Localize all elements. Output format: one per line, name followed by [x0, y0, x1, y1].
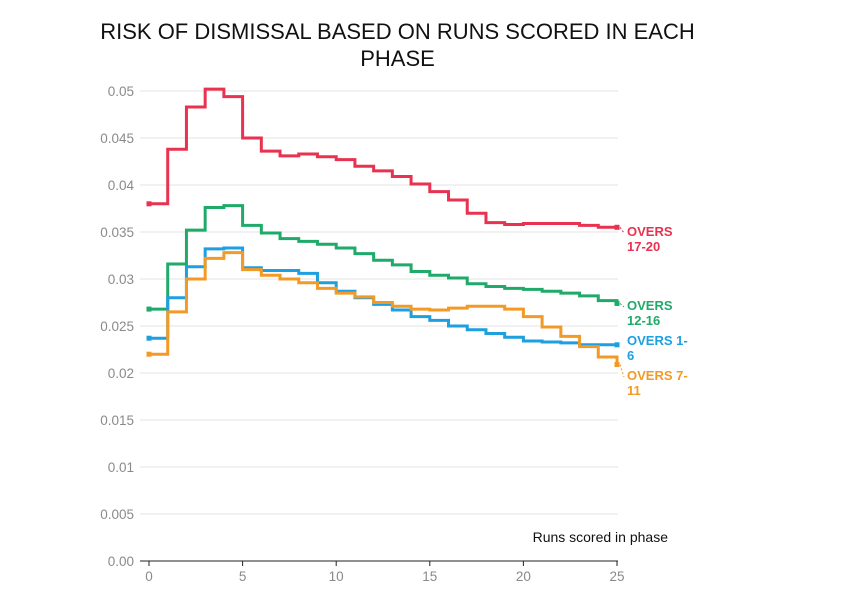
y-tick-label: 0.005	[100, 507, 134, 522]
x-tick-label: 0	[145, 569, 153, 584]
x-tick-label: 20	[516, 569, 531, 584]
series-start-marker	[146, 201, 152, 207]
chart-title: RISK OF DISMISSAL BASED ON RUNS SCORED I…	[100, 19, 695, 71]
x-tick-label: 25	[609, 569, 624, 584]
y-tick-label: 0.02	[108, 366, 134, 381]
series-line	[149, 87, 617, 229]
y-tick-label: 0.03	[108, 272, 134, 287]
series-end-marker	[614, 342, 620, 348]
series-label: OVERS 1-6	[627, 333, 688, 363]
series-labels: OVERS 17-20 OVERS 12-16 OVERS 1-6 OVERS 7-11	[619, 224, 688, 398]
series-lines	[146, 87, 620, 368]
y-tick-label: 0.025	[100, 319, 134, 334]
x-axis-label: Runs scored in phase	[533, 529, 669, 545]
series-line	[149, 251, 619, 365]
series-start-marker	[146, 306, 152, 312]
series-line	[149, 246, 617, 347]
y-tick-label: 0.035	[100, 225, 134, 240]
series-label-leader	[619, 364, 625, 378]
x-tick-label: 15	[422, 569, 437, 584]
series-label-leader	[619, 303, 625, 308]
series-label: OVERS 17-20	[627, 224, 673, 254]
y-tick-label: 0.00	[108, 554, 134, 569]
series-label-leader	[619, 227, 625, 234]
series-label: OVERS 12-16	[627, 298, 673, 328]
series-line	[149, 204, 619, 311]
y-tick-label: 0.015	[100, 413, 134, 428]
y-tick-label: 0.01	[108, 460, 134, 475]
y-tick-label: 0.045	[100, 131, 134, 146]
axes: 0.00 0.005 0.01 0.015 0.02 0.025 0.03 0.035 0.04…	[100, 84, 668, 584]
series-start-marker	[146, 335, 152, 341]
series-end-marker	[614, 362, 620, 368]
y-tick-label: 0.04	[108, 178, 135, 193]
x-tick-label: 5	[239, 569, 247, 584]
y-tick-label: 0.05	[108, 84, 134, 99]
grid-lines	[140, 90, 618, 515]
series-end-marker	[614, 300, 620, 306]
series-label: OVERS 7-11	[627, 368, 688, 398]
series-end-marker	[614, 224, 620, 230]
x-tick-label: 10	[329, 569, 344, 584]
series-start-marker	[146, 351, 152, 357]
